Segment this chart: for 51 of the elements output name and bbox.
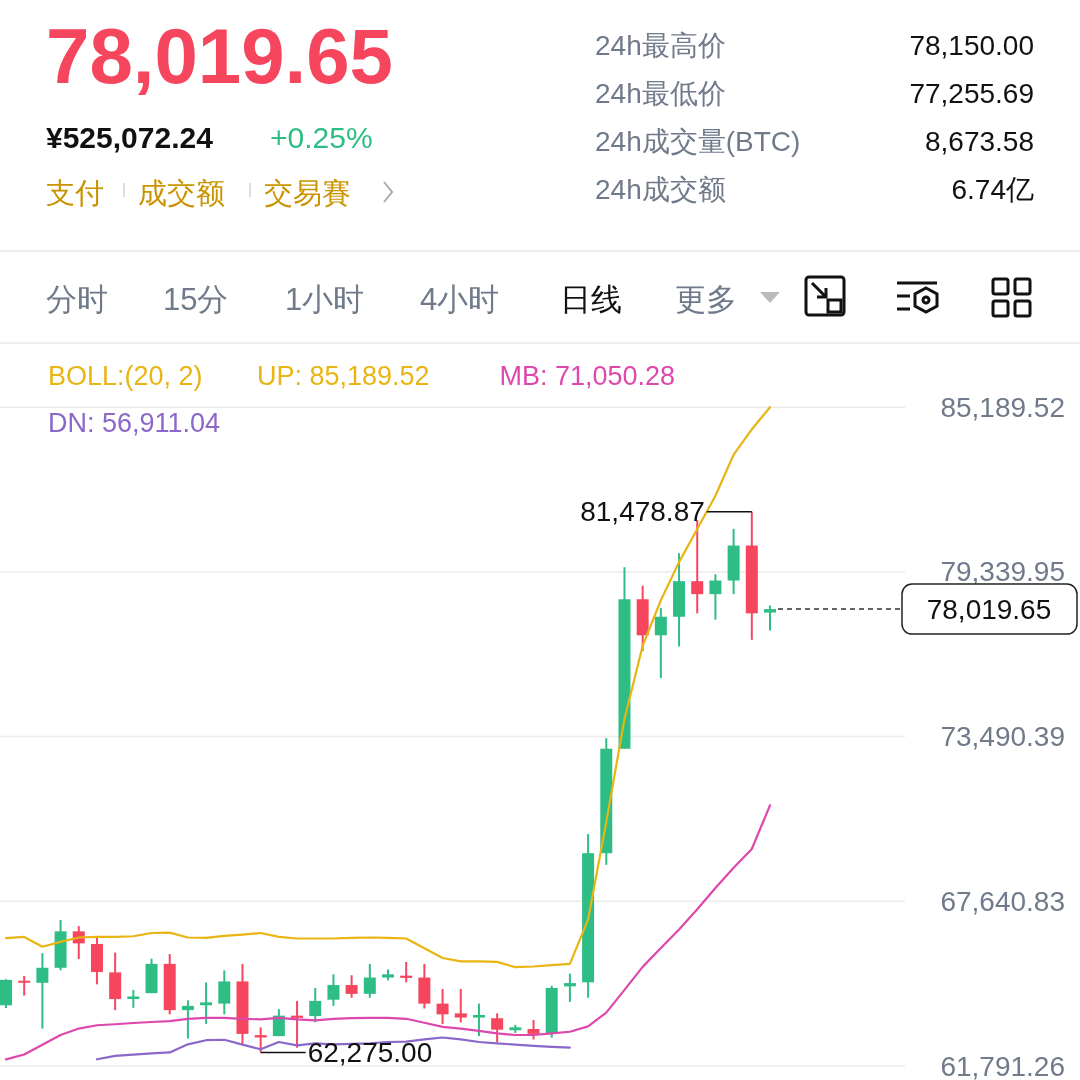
annotation: 81,478.87 <box>580 496 705 528</box>
text: 1小时 <box>285 282 365 317</box>
text: 24h成交量(BTC) <box>595 126 801 157</box>
text: UP: 85,189.52 <box>257 361 430 391</box>
chart-title: 78,019.65 <box>46 12 394 100</box>
candlestick <box>709 573 722 621</box>
candlestick <box>454 987 467 1024</box>
text: 成交额 <box>138 177 225 209</box>
candlestick <box>218 969 231 1016</box>
text: DN: 56,911.04 <box>48 408 221 438</box>
text: 78,150.00 <box>909 30 1034 61</box>
text: 77,255.69 <box>909 78 1034 109</box>
text: 交易賽 <box>264 177 351 209</box>
text: +0.25% <box>270 121 373 154</box>
text: 分时 <box>46 282 108 317</box>
text: 15分 <box>163 282 229 317</box>
y-tick-label: 73,490.39 <box>940 721 1065 753</box>
text: 24h成交额 <box>595 174 726 205</box>
text: 6.74亿 <box>951 174 1034 205</box>
candlestick <box>491 1012 504 1043</box>
candlestick <box>181 999 194 1040</box>
text: 8,673.58 <box>925 126 1034 157</box>
candlestick <box>200 981 213 1025</box>
text: MB: 71,050.28 <box>499 361 676 391</box>
y-tick-label: 61,791.26 <box>940 1050 1065 1080</box>
annotation: 62,275.00 <box>307 1036 433 1068</box>
candlestick <box>764 604 776 632</box>
candlestick <box>18 974 31 997</box>
y-tick-label: 79,339.95 <box>940 556 1065 588</box>
text: 日线 <box>560 282 622 317</box>
candlestick <box>309 986 322 1024</box>
ref-line-label: 78,019.65 <box>926 593 1052 625</box>
text: 24h最低价 <box>595 78 726 109</box>
candlestick <box>654 607 667 680</box>
y-tick-label: 85,189.52 <box>940 391 1065 423</box>
y-tick-label: 67,640.83 <box>940 885 1065 917</box>
legend-title: BOLL:(20, 2) <box>48 361 203 391</box>
text: 4小时 <box>420 282 500 317</box>
candlestick <box>327 973 340 1007</box>
candlestick <box>363 962 376 999</box>
text: 更多 <box>675 282 737 317</box>
chart-subtitle: ¥525,072.24 <box>46 121 214 154</box>
candlestick <box>436 987 449 1026</box>
text: 支付 <box>46 177 104 209</box>
candlestick <box>472 1002 485 1038</box>
text: 24h最高价 <box>595 30 726 61</box>
candlestick <box>36 952 49 1030</box>
candlestick <box>563 972 576 1003</box>
candlestick <box>345 974 358 999</box>
candlestick <box>527 1018 540 1041</box>
line-series <box>4 406 772 969</box>
